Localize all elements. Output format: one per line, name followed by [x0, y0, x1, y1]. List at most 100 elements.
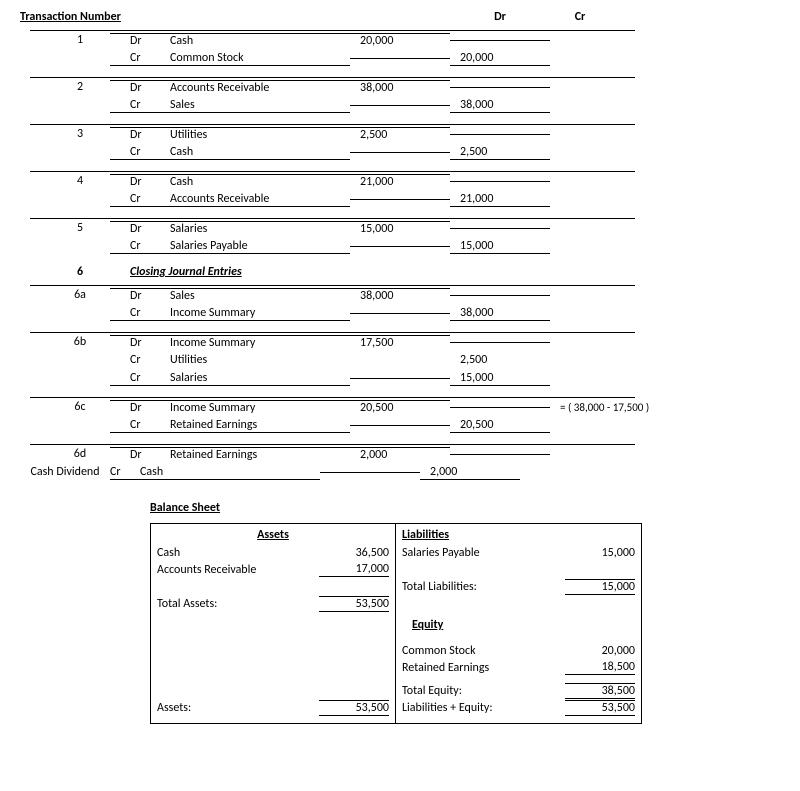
account-name: Salaries Payable	[170, 239, 350, 254]
total-liabilities: Total Liabilities: 15,000	[402, 578, 635, 595]
entry-number: 3	[20, 127, 110, 141]
journal-row: CrSalaries15,000	[20, 369, 780, 387]
account-name: Sales	[170, 98, 350, 113]
entry-number: 4	[20, 174, 110, 188]
account-name: Retained Earnings	[170, 447, 350, 462]
entry-number: 6d	[20, 447, 110, 461]
journal-row: Cash DividendCrCash 2,000	[20, 463, 780, 481]
journal-entry: 6dDrRetained Earnings2,000Cash DividendC…	[20, 444, 780, 481]
entry-side: Cr	[110, 145, 170, 160]
balance-sheet-title: Balance Sheet	[150, 501, 780, 515]
debit-amount	[320, 472, 420, 473]
entry-side: Cr	[110, 192, 170, 207]
header-transaction-number: Transaction Number	[20, 10, 150, 24]
entry-number: Cash Dividend	[20, 465, 110, 479]
journal-row: 6aDrSales38,000	[20, 286, 780, 304]
journal-entry: 6aDrSales38,000CrIncome Summary38,000	[20, 285, 780, 322]
credit-amount	[450, 87, 550, 88]
account-name: Sales	[170, 288, 350, 303]
credit-amount: 20,500	[450, 418, 550, 433]
account-name: Utilities	[170, 353, 350, 367]
debit-amount	[350, 425, 450, 426]
debit-amount: 17,500	[350, 335, 450, 350]
debit-amount: 20,000	[350, 33, 450, 48]
total-assets: Total Assets: 53,500	[157, 595, 389, 612]
journal-row: CrCommon Stock20,000	[20, 49, 780, 67]
account-name: Retained Earnings	[170, 418, 350, 433]
account-name: Income Summary	[170, 400, 350, 415]
debit-amount	[350, 152, 450, 153]
journal-row: CrUtilities2,500	[20, 351, 780, 369]
liabilities-equity-footer: Liabilities + Equity: 53,500	[402, 699, 635, 717]
entry-side: Dr	[110, 221, 170, 236]
assets-column: Assets Cash 36,500 Accounts Receivable 1…	[151, 524, 396, 723]
journal-row: 6bDrIncome Summary17,500	[20, 333, 780, 351]
debit-amount: 2,000	[350, 447, 450, 462]
liabilities-equity-column: Liabilities Salaries Payable 15,000 Tota…	[396, 524, 641, 723]
entry-side: Cr	[110, 239, 170, 254]
debit-amount	[350, 199, 450, 200]
entry-side: Cr	[110, 371, 170, 386]
credit-amount: 2,500	[450, 353, 550, 367]
account-name: Income Summary	[170, 306, 350, 321]
credit-amount: 2,000	[420, 465, 520, 480]
journal-entry: 2DrAccounts Receivable38,000CrSales38,00…	[20, 77, 780, 114]
credit-amount: 21,000	[450, 192, 550, 207]
asset-line: Accounts Receivable 17,000	[157, 561, 389, 578]
journal-row: CrIncome Summary38,000	[20, 304, 780, 322]
journal-entry: 5DrSalaries15,000CrSalaries Payable15,00…	[20, 218, 780, 255]
credit-amount: 20,000	[450, 51, 550, 66]
journal-row: CrSales38,000	[20, 96, 780, 114]
account-name: Cash	[170, 33, 350, 48]
credit-amount: 15,000	[450, 371, 550, 386]
credit-amount: 38,000	[450, 306, 550, 321]
entry-number: 5	[20, 221, 110, 235]
equity-line: Retained Earnings 18,500	[402, 659, 635, 676]
equity-header: Equity	[412, 618, 635, 632]
debit-amount	[350, 246, 450, 247]
entry-number: 6b	[20, 335, 110, 349]
journal-header: Transaction Number Dr Cr	[20, 10, 780, 24]
credit-amount	[450, 295, 550, 296]
assets-footer: Assets: 53,500	[157, 699, 389, 717]
account-name: Accounts Receivable	[170, 192, 350, 207]
entry-side: Cr	[110, 418, 170, 433]
credit-amount: 2,500	[450, 145, 550, 160]
debit-amount: 21,000	[350, 174, 450, 189]
credit-amount	[450, 134, 550, 135]
debit-amount: 2,500	[350, 127, 450, 142]
account-name: Accounts Receivable	[170, 80, 350, 95]
entry-side: Cr	[110, 465, 140, 480]
account-name: Cash	[170, 145, 350, 160]
debit-amount	[350, 105, 450, 106]
entry-side: Dr	[110, 80, 170, 95]
entry-side: Dr	[110, 400, 170, 415]
credit-amount	[450, 407, 550, 408]
journal-entry: 6bDrIncome Summary17,500 CrUtilities 2,500…	[20, 332, 780, 387]
account-name: Cash	[140, 465, 320, 480]
entry-number: 6c	[20, 400, 110, 414]
debit-amount: 20,500	[350, 400, 450, 415]
entry-side: Dr	[110, 335, 170, 350]
journal-row: 4DrCash21,000	[20, 172, 780, 190]
journal-row: 6cDrIncome Summary20,500= ( 38,000 - 17,…	[20, 398, 780, 416]
credit-amount	[450, 454, 550, 455]
credit-amount	[450, 181, 550, 182]
journal-row: 2DrAccounts Receivable38,000	[20, 78, 780, 96]
account-name: Salaries	[170, 221, 350, 236]
journal-entry: 1DrCash20,000CrCommon Stock20,000	[20, 30, 780, 67]
account-name: Utilities	[170, 127, 350, 142]
debit-amount	[350, 58, 450, 59]
journal-row: 1DrCash20,000	[20, 31, 780, 49]
entry-number: 1	[20, 33, 110, 47]
journal-entry: 4DrCash21,000CrAccounts Receivable21,000	[20, 171, 780, 208]
journal-row: 5DrSalaries15,000	[20, 219, 780, 237]
journal-entry: 3DrUtilities2,500CrCash2,500	[20, 124, 780, 161]
total-equity: Total Equity: 38,500	[402, 682, 635, 699]
journal-row: CrSalaries Payable15,000	[20, 237, 780, 255]
debit-amount	[350, 313, 450, 314]
account-name: Cash	[170, 174, 350, 189]
entry-side: Cr	[110, 98, 170, 113]
equity-line: Common Stock 20,000	[402, 642, 635, 659]
entry-number: 6a	[20, 288, 110, 302]
